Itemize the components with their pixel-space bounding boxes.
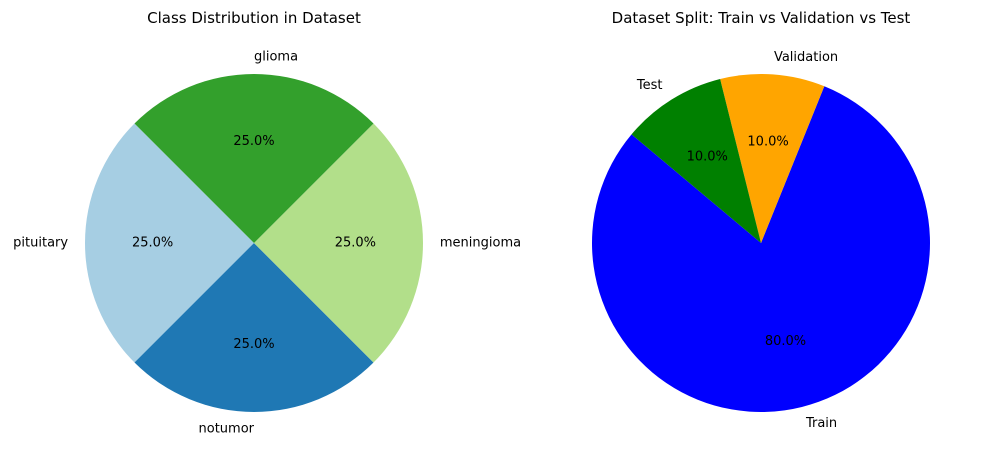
pie-slice-train (592, 86, 931, 412)
pie-slice-test (631, 79, 761, 243)
chart-title: Class Distribution in Dataset (147, 9, 361, 27)
slice-label: pituitary (13, 236, 68, 251)
chart-title: Dataset Split: Train vs Validation vs Te… (612, 9, 911, 27)
class-distribution-pie: Class Distribution in Dataset pituitary 2… (13, 9, 521, 436)
pie-slice-glioma (134, 74, 374, 243)
slice-percent-label: 10.0% (747, 134, 788, 149)
slice-label: Train (805, 416, 837, 431)
slice-label: notumor (199, 421, 255, 436)
slice-percent-label: 25.0% (233, 134, 274, 149)
pie-slice-notumor (134, 243, 374, 412)
pie-slice-meningioma (254, 123, 423, 363)
slice-label: glioma (254, 50, 298, 65)
pie-slice-pituitary (85, 123, 254, 363)
slice-label: Test (636, 78, 663, 93)
slice-percent-label: 25.0% (132, 236, 173, 251)
dataset-split-pie: Dataset Split: Train vs Validation vs Te… (592, 9, 931, 431)
slice-percent-label: 25.0% (335, 236, 376, 251)
slice-percent-label: 10.0% (687, 150, 728, 165)
pie-slice-validation (720, 73, 825, 243)
slice-label: meningioma (440, 236, 521, 251)
slice-label: Validation (774, 50, 838, 65)
slice-percent-label: 25.0% (233, 337, 274, 352)
slice-percent-label: 80.0% (765, 334, 806, 349)
